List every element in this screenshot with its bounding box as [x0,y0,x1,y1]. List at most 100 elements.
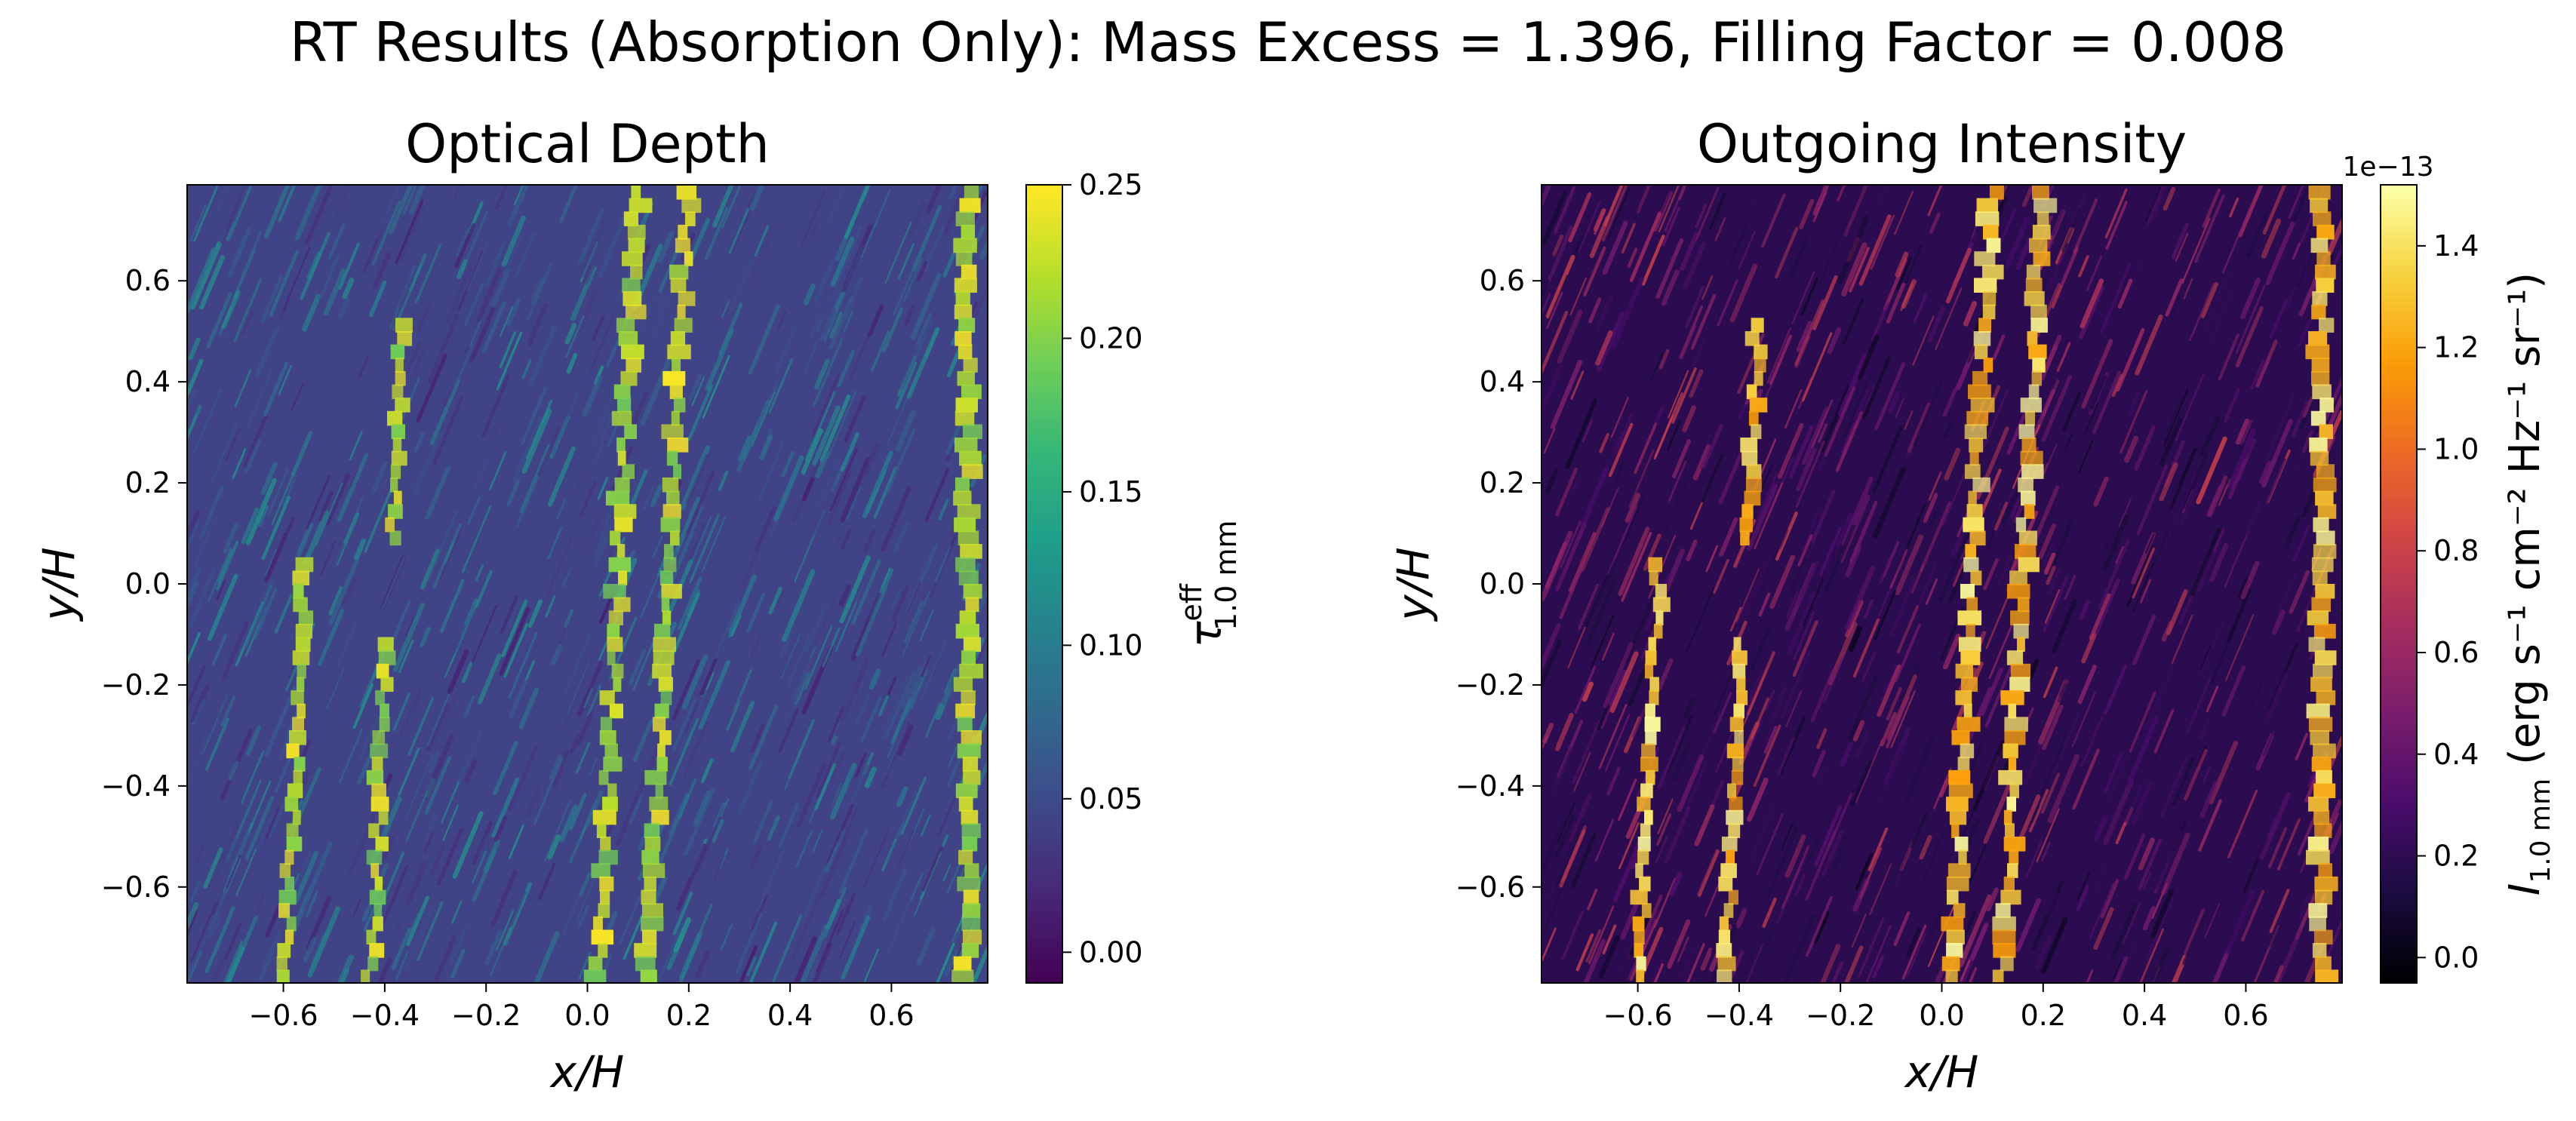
texture-streak [1679,305,1704,359]
texture-streak [190,901,219,963]
colorbar-segment [2381,550,2417,558]
filament-segment [961,264,977,280]
colorbar-segment [2381,750,2417,758]
filament-segment [1969,450,1979,466]
filament-segment [2317,504,2337,519]
colorbar-segment [1026,590,1062,598]
texture-streak [508,631,538,699]
texture-streak [901,591,930,658]
texture-streak [800,189,826,248]
filament-segment [1726,849,1735,865]
texture-streak [1942,386,1958,417]
texture-streak [2110,903,2138,960]
texture-streak [1821,830,1843,877]
texture-streak [776,588,786,609]
filament-segment [1751,318,1764,333]
texture-streak [325,472,351,527]
filament-segment [1732,663,1746,679]
filament-segment [1644,717,1661,732]
filament-segment [1746,464,1762,479]
texture-streak [467,496,481,525]
colorbar-segment [1026,218,1062,226]
texture-streak [1784,834,1806,878]
texture-streak [1693,425,1715,475]
texture-streak [1657,798,1674,834]
texture-streak [2100,879,2120,919]
texture-streak [2147,185,2169,225]
colorbar-segment [2381,271,2417,279]
texture-streak [1698,453,1723,508]
texture-streak [416,353,447,422]
filament-segment [293,769,303,785]
colorbar-segment [1026,444,1062,452]
texture-streak [1657,726,1686,790]
filament-segment [376,663,389,679]
texture-streak [782,569,816,642]
texture-streak [1730,950,1744,978]
colorbar-segment [1026,643,1062,652]
texture-streak [2138,837,2155,871]
filament-segment [387,410,403,426]
texture-streak [2237,578,2249,599]
texture-streak [1604,714,1631,772]
texture-streak [266,468,289,518]
texture-streak [2164,481,2181,513]
texture-streak [910,670,928,711]
texture-streak [2263,458,2286,509]
filament-segment [380,677,394,692]
texture-streak [1874,361,1906,431]
texture-streak [835,893,856,935]
colorbar-tick-label: 1.0 [2433,432,2479,465]
figure-title: RT Results (Absorption Only): Mass Exces… [289,11,2287,74]
filament-segment [2018,530,2037,546]
filament-segment [2009,849,2019,865]
filament-segment [375,837,389,852]
texture-streak [1890,835,1917,892]
texture-streak [862,442,881,478]
filament-segment [1630,889,1648,905]
filament-segment [958,530,979,546]
filament-segment [2305,344,2330,360]
texture-streak [2118,564,2133,596]
texture-streak [824,843,839,874]
filament-segment [623,211,638,226]
colorbar-segment [1026,769,1062,778]
texture-streak [317,609,344,667]
texture-streak [579,241,599,283]
filament-segment [1955,690,1972,705]
texture-streak [1766,827,1799,898]
texture-streak [1800,505,1822,552]
texture-streak [853,319,871,359]
filament-segment [1649,570,1658,585]
texture-streak [1857,917,1885,978]
texture-streak [1849,505,1877,567]
texture-streak [863,828,890,888]
texture-streak [715,227,736,272]
filament-segment [1754,370,1763,386]
colorbar-segment [2381,797,2417,804]
texture-streak [263,806,280,842]
texture-streak [564,630,593,696]
texture-streak [1588,905,1615,965]
texture-streak [666,933,685,970]
texture-streak [1542,311,1569,376]
texture-streak [1982,389,2009,450]
filament-segment [2009,783,2019,799]
texture-streak [782,281,793,304]
texture-streak [1935,287,1963,350]
texture-streak [477,653,502,705]
texture-streak [1597,704,1610,731]
texture-streak [943,949,958,978]
filament-segment [1974,251,1996,266]
filament-segment [2010,663,2030,679]
colorbar-segment [1026,956,1062,964]
texture-streak [1961,786,1985,840]
texture-streak [559,804,578,843]
panel-optical-depth: −0.6 −0.4 −0.2 0.0 0.2 0.4 0.6−0.6−0.4−0.20.00… [33,113,1243,1098]
texture-streak [811,373,841,437]
filament-segment [661,584,682,599]
texture-streak [813,594,838,647]
texture-streak [2047,754,2080,823]
texture-streak [290,431,313,477]
texture-streak [1696,849,1718,895]
